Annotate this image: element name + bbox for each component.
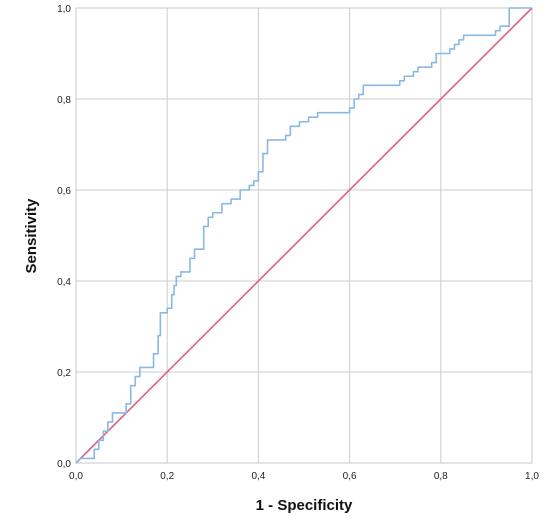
y-tick-label: 0,2: [57, 368, 71, 379]
x-tick-label: 0,0: [69, 471, 83, 482]
y-tick-labels: 0,0 0,2 0,4 0,6 0,8 1,0: [57, 4, 71, 470]
roc-curve: [75, 7, 532, 464]
reference-line: [75, 7, 533, 464]
x-tick-label: 1,0: [525, 471, 539, 482]
y-tick-label: 0,6: [57, 186, 71, 197]
y-tick-label: 0,8: [57, 95, 71, 106]
y-tick-label: 1,0: [57, 4, 71, 15]
x-tick-label: 0,2: [160, 471, 174, 482]
x-tick-label: 0,4: [251, 471, 265, 482]
x-tick-labels: 0,0 0,2 0,4 0,6 0,8 1,0: [69, 471, 539, 482]
x-tick-label: 0,8: [434, 471, 448, 482]
y-axis-title: Sensitivity: [23, 198, 40, 274]
series-layer: [75, 7, 533, 464]
y-tick-label: 0,0: [57, 459, 71, 470]
grid-layer: [76, 8, 532, 463]
x-axis-title: 1 - Specificity: [256, 497, 353, 514]
x-tick-label: 0,6: [343, 471, 357, 482]
y-tick-label: 0,4: [57, 277, 71, 288]
plot-frame: [75, 7, 533, 464]
